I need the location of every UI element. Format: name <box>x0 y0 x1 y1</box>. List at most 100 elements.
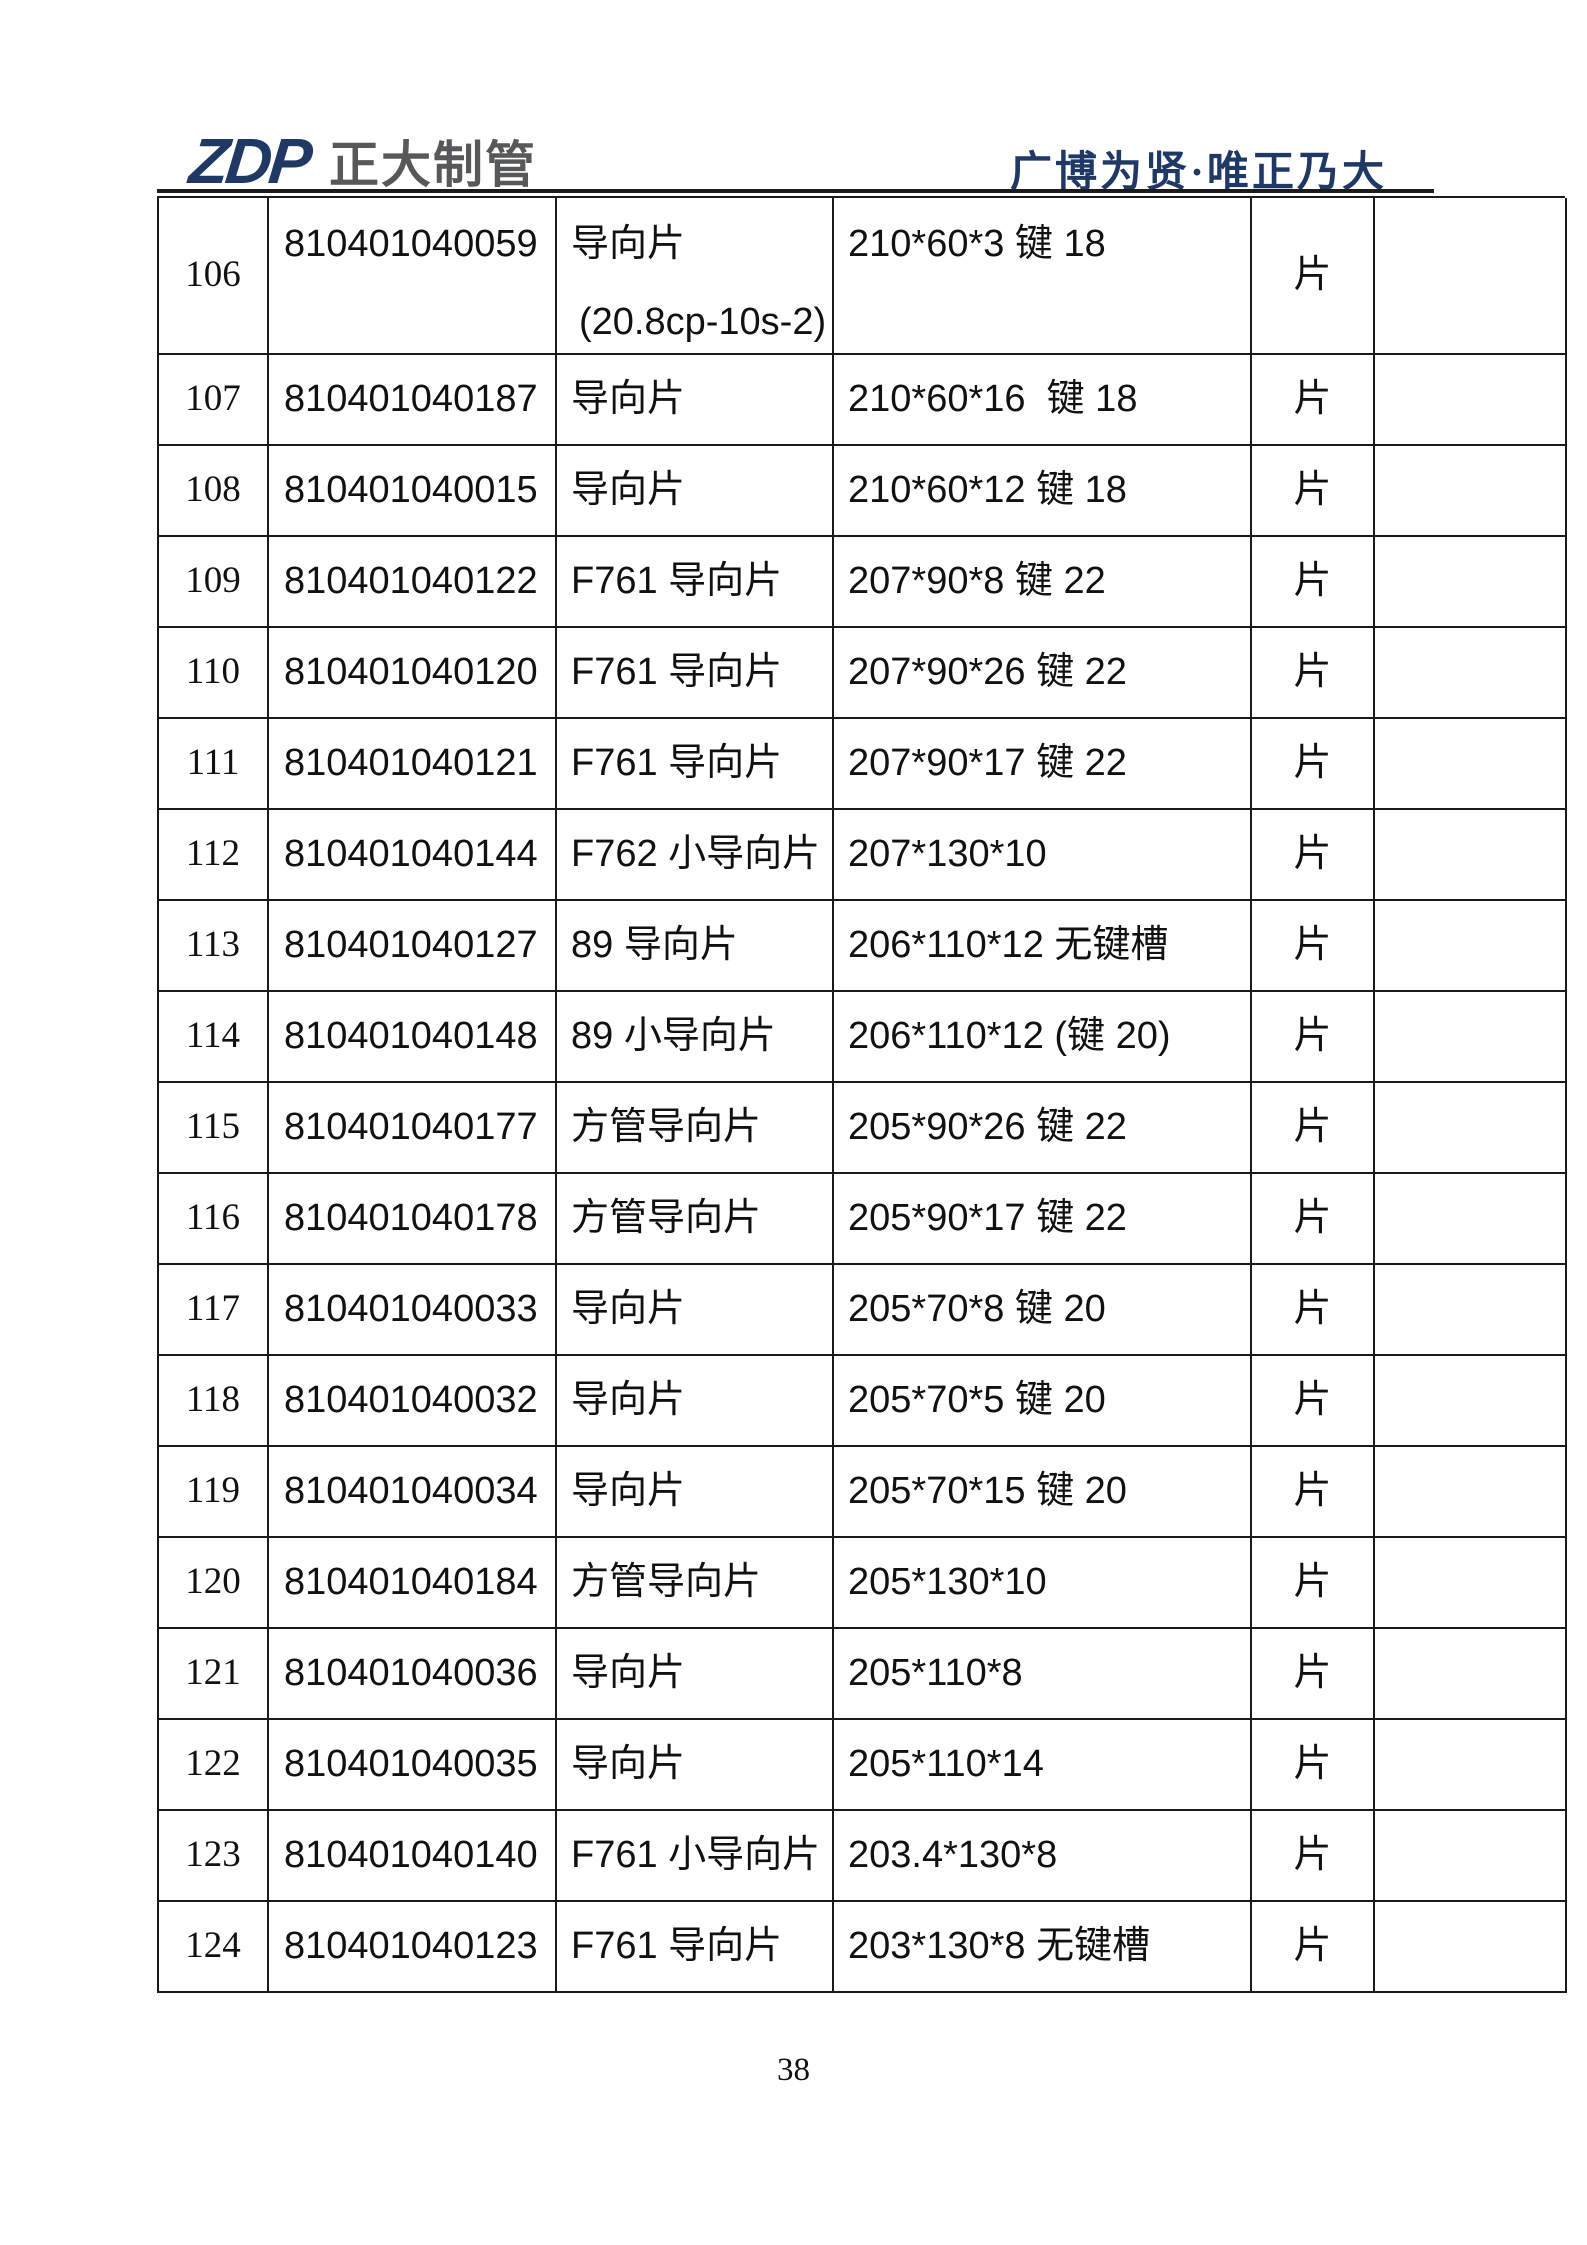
unit-cell: 片 <box>1252 537 1375 628</box>
part-name-line1: 导向片 <box>571 1288 686 1331</box>
table-row: 123 810401040140 F761 小导向片 203.4*130*8 片 <box>159 1811 1567 1902</box>
part-name-line1: 导向片 <box>571 223 686 265</box>
part-code-cell: 810401040036 <box>269 1629 557 1720</box>
table-row: 106 810401040059 导向片 (20.8cp-10s-2) 210*60*3… <box>159 198 1567 355</box>
part-code-cell: 810401040187 <box>269 355 557 446</box>
part-name-line1: 导向片 <box>571 469 686 512</box>
part-spec-cell: 205*70*15 键 20 <box>834 1447 1252 1538</box>
part-code-cell: 810401040015 <box>269 446 557 537</box>
part-code-cell: 810401040148 <box>269 992 557 1083</box>
part-code-cell: 810401040035 <box>269 1720 557 1811</box>
remark-cell <box>1375 1629 1567 1720</box>
part-name-cell: 导向片 <box>557 1447 834 1538</box>
table-row: 124 810401040123 F761 导向片 203*130*8 无键槽片 <box>159 1902 1567 1993</box>
unit-cell: 片 <box>1252 1629 1375 1720</box>
part-name-line1: 89 导向片 <box>571 924 738 967</box>
part-code-cell: 810401040177 <box>269 1083 557 1174</box>
row-number-cell: 117 <box>159 1265 269 1356</box>
part-name-line1: 方管导向片 <box>571 1561 762 1604</box>
table-row: 113 810401040127 89 导向片 206*110*12 无键槽片 <box>159 901 1567 992</box>
part-spec-cell: 210*60*3 键 18 <box>834 198 1252 355</box>
remark-cell <box>1375 1811 1567 1902</box>
part-code-cell: 810401040184 <box>269 1538 557 1629</box>
part-name-line1: 导向片 <box>571 1743 686 1786</box>
table-row: 111 810401040121 F761 导向片 207*90*17 键 22 片 <box>159 719 1567 810</box>
part-name-line1: F762 小导向片 <box>571 833 821 876</box>
row-number-cell: 121 <box>159 1629 269 1720</box>
table-row: 115 810401040177 方管导向片 205*90*26 键 22 片 <box>159 1083 1567 1174</box>
table-row: 110 810401040120 F761 导向片 207*90*26 键 22 片 <box>159 628 1567 719</box>
row-number-cell: 107 <box>159 355 269 446</box>
part-spec-cell: 206*110*12 (键 20) <box>834 992 1252 1083</box>
unit-cell: 片 <box>1252 355 1375 446</box>
part-code-cell: 810401040144 <box>269 810 557 901</box>
remark-cell <box>1375 198 1567 355</box>
parts-table: 106 810401040059 导向片 (20.8cp-10s-2) 210*60*3… <box>157 196 1567 1993</box>
row-number-cell: 109 <box>159 537 269 628</box>
row-number-cell: 108 <box>159 446 269 537</box>
remark-cell <box>1375 992 1567 1083</box>
remark-cell <box>1375 719 1567 810</box>
unit-cell: 片 <box>1252 1720 1375 1811</box>
unit-cell: 片 <box>1252 1356 1375 1447</box>
remark-cell <box>1375 355 1567 446</box>
table-row: 120 810401040184 方管导向片 205*130*10 片 <box>159 1538 1567 1629</box>
part-code-cell: 810401040178 <box>269 1174 557 1265</box>
row-number-cell: 113 <box>159 901 269 992</box>
unit-cell: 片 <box>1252 1265 1375 1356</box>
row-number-cell: 106 <box>159 198 269 355</box>
row-number-cell: 112 <box>159 810 269 901</box>
part-spec-cell: 210*60*12 键 18 <box>834 446 1252 537</box>
part-name-line1: 89 小导向片 <box>571 1015 776 1058</box>
part-spec-cell: 207*90*26 键 22 <box>834 628 1252 719</box>
part-name-line1: F761 导向片 <box>571 1925 783 1968</box>
remark-cell <box>1375 1538 1567 1629</box>
part-name-cell: 89 小导向片 <box>557 992 834 1083</box>
part-spec-cell: 205*130*10 <box>834 1538 1252 1629</box>
header-divider <box>157 189 1434 193</box>
part-code-cell: 810401040120 <box>269 628 557 719</box>
part-code-cell: 810401040123 <box>269 1902 557 1993</box>
part-name-cell: 方管导向片 <box>557 1083 834 1174</box>
part-name-line2: (20.8cp-10s-2) <box>579 301 827 344</box>
unit-cell: 片 <box>1252 1902 1375 1993</box>
remark-cell <box>1375 810 1567 901</box>
table-row: 117 810401040033 导向片 205*70*8 键 20 片 <box>159 1265 1567 1356</box>
table-row: 122 810401040035 导向片 205*110*14 片 <box>159 1720 1567 1811</box>
part-spec-cell: 205*70*8 键 20 <box>834 1265 1252 1356</box>
table-row: 118 810401040032 导向片 205*70*5 键 20 片 <box>159 1356 1567 1447</box>
remark-cell <box>1375 1356 1567 1447</box>
part-name-cell: 导向片 <box>557 446 834 537</box>
part-name-line1: 导向片 <box>571 1652 686 1695</box>
row-number-cell: 115 <box>159 1083 269 1174</box>
part-spec-cell: 203*130*8 无键槽 <box>834 1902 1252 1993</box>
part-name-cell: 方管导向片 <box>557 1538 834 1629</box>
table-row: 112 810401040144 F762 小导向片 207*130*10 片 <box>159 810 1567 901</box>
part-name-cell: F761 导向片 <box>557 1902 834 1993</box>
remark-cell <box>1375 628 1567 719</box>
part-spec-cell: 205*110*8 <box>834 1629 1252 1720</box>
part-name-cell: F761 导向片 <box>557 719 834 810</box>
part-spec-cell: 205*90*17 键 22 <box>834 1174 1252 1265</box>
unit-cell: 片 <box>1252 1447 1375 1538</box>
remark-cell <box>1375 1902 1567 1993</box>
part-name-line1: F761 导向片 <box>571 560 783 603</box>
part-code-cell: 810401040121 <box>269 719 557 810</box>
remark-cell <box>1375 1083 1567 1174</box>
part-name-cell: 导向片 <box>557 1265 834 1356</box>
part-name-cell: 导向片 <box>557 1720 834 1811</box>
row-number-cell: 123 <box>159 1811 269 1902</box>
page-number: 38 <box>777 2052 810 2088</box>
part-name-line1: 导向片 <box>571 378 686 421</box>
unit-cell: 片 <box>1252 992 1375 1083</box>
remark-cell <box>1375 901 1567 992</box>
part-name-cell: 方管导向片 <box>557 1174 834 1265</box>
part-name-line1: 导向片 <box>571 1379 686 1422</box>
part-spec-cell: 205*90*26 键 22 <box>834 1083 1252 1174</box>
part-spec-cell: 205*110*14 <box>834 1720 1252 1811</box>
part-name-line1: 导向片 <box>571 1470 686 1513</box>
row-number-cell: 119 <box>159 1447 269 1538</box>
part-spec-cell: 206*110*12 无键槽 <box>834 901 1252 992</box>
part-name-cell: F761 导向片 <box>557 537 834 628</box>
table-row: 114 810401040148 89 小导向片 206*110*12 (键 20) 片 <box>159 992 1567 1083</box>
